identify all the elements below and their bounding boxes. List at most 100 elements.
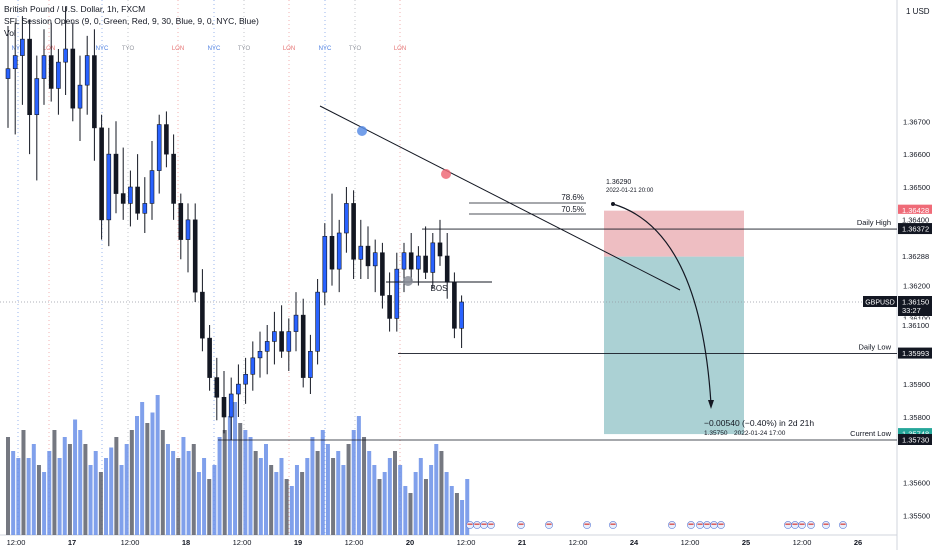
x-tick-label: 21 <box>518 538 526 547</box>
volume-bar <box>6 437 10 535</box>
price-label-bg <box>898 428 932 440</box>
volume-bar <box>73 419 78 535</box>
volume-bar <box>465 479 470 535</box>
x-tick-label: 12:00 <box>681 538 700 547</box>
event-flag-stripe <box>488 523 494 525</box>
price-label: 1.35993 <box>902 349 929 358</box>
event-flag-stripe <box>718 523 724 525</box>
event-flag-stripe <box>792 523 798 525</box>
volume-bar <box>331 458 336 535</box>
x-tick-label: 12:00 <box>121 538 140 547</box>
bos-label: BOS <box>431 284 448 293</box>
volume-bar <box>124 444 129 535</box>
volume-bar <box>140 402 145 535</box>
event-flag-icon <box>480 521 488 529</box>
candle-body <box>358 245 364 260</box>
volume-bar <box>356 416 361 535</box>
event-flag-icon <box>839 521 847 529</box>
volume-bar <box>104 458 109 535</box>
candle-body <box>401 252 407 270</box>
candle-body <box>48 55 54 89</box>
candle-body <box>41 55 47 79</box>
daily-high-label: Daily High <box>857 218 891 227</box>
volume-bar <box>418 458 423 535</box>
session-label: NYC <box>208 46 221 52</box>
volume-bar <box>320 430 325 535</box>
volume-bar <box>305 458 310 535</box>
candle-body <box>372 252 378 267</box>
volume-bar <box>429 465 434 535</box>
candle-body <box>365 245 371 267</box>
current-low-label: Current Low <box>850 429 891 438</box>
volume-bar <box>439 451 444 535</box>
price-axis-panel <box>897 0 932 550</box>
x-tick-label: 12:00 <box>233 538 252 547</box>
event-flag-icon <box>473 521 481 529</box>
volume-bar <box>212 465 217 535</box>
event-flag-stripe <box>823 523 829 525</box>
volume-bar <box>171 451 176 535</box>
volume-bar <box>243 430 248 535</box>
volume-bar <box>253 451 258 535</box>
volume-bar <box>11 451 16 535</box>
candle-body <box>5 68 11 79</box>
candle-body <box>149 170 155 204</box>
x-tick-label: 12:00 <box>7 538 26 547</box>
candle-body <box>279 331 284 352</box>
volume-bar <box>207 479 212 535</box>
volume-bar <box>196 472 201 535</box>
event-flag-icon <box>466 521 474 529</box>
volume-bar <box>217 437 222 535</box>
volume-bar <box>341 465 346 535</box>
candle-body <box>243 373 248 385</box>
volume-bar <box>181 437 186 535</box>
candle-body <box>380 252 385 296</box>
candle-body <box>228 393 234 418</box>
volume-bar <box>248 437 253 535</box>
volume-bar <box>78 430 83 535</box>
projection-path <box>612 203 712 405</box>
entry-time-text: 2022-01-21 20:00 <box>606 188 654 194</box>
volume-bar <box>160 430 165 535</box>
currency-label: 1 USD <box>906 7 930 16</box>
volume-bar <box>16 458 21 535</box>
candle-body <box>207 337 212 378</box>
volume-bar <box>83 444 88 535</box>
event-flag-icon <box>487 521 495 529</box>
y-tick-label: 1.36200 <box>903 282 930 291</box>
event-flag-stripe <box>785 523 791 525</box>
y-tick-label: 1.36600 <box>903 150 930 159</box>
sweep-marker <box>441 169 451 179</box>
event-flag-stripe <box>467 523 473 525</box>
x-tick-label: 17 <box>68 538 76 547</box>
candle-body <box>92 55 97 129</box>
volume-bar <box>382 472 387 535</box>
price-label-bg <box>898 347 932 359</box>
target-price-text: 1.35750 <box>704 430 728 437</box>
event-flag-icon <box>583 521 591 529</box>
event-flag-stripe <box>808 523 814 525</box>
swing-high-marker <box>357 126 367 136</box>
symbol-title[interactable]: British Pound / U.S. Dollar, 1h, FXCM <box>4 4 146 14</box>
entry-point <box>611 202 615 206</box>
volume-bar <box>351 430 356 535</box>
session-label: LON <box>283 46 295 52</box>
volume-bar <box>294 465 299 535</box>
volume-title[interactable]: Vol <box>4 28 16 38</box>
volume-bar <box>274 472 279 535</box>
volume-bar <box>269 465 274 535</box>
candle-body <box>34 78 40 116</box>
volume-bar <box>129 430 134 535</box>
session-label: TYO <box>349 46 362 52</box>
candle-body <box>70 48 76 109</box>
candle-body <box>27 38 32 116</box>
candle-body <box>106 153 112 221</box>
volume-bar <box>403 486 408 535</box>
event-flag-icon <box>687 521 695 529</box>
indicator-title[interactable]: SFL Session Opens (9, 0, Green, Red, 9, … <box>4 16 259 26</box>
candle-body <box>56 61 61 89</box>
take-profit-zone <box>604 256 744 435</box>
session-label: LON <box>394 46 406 52</box>
volume-bar <box>372 465 377 535</box>
